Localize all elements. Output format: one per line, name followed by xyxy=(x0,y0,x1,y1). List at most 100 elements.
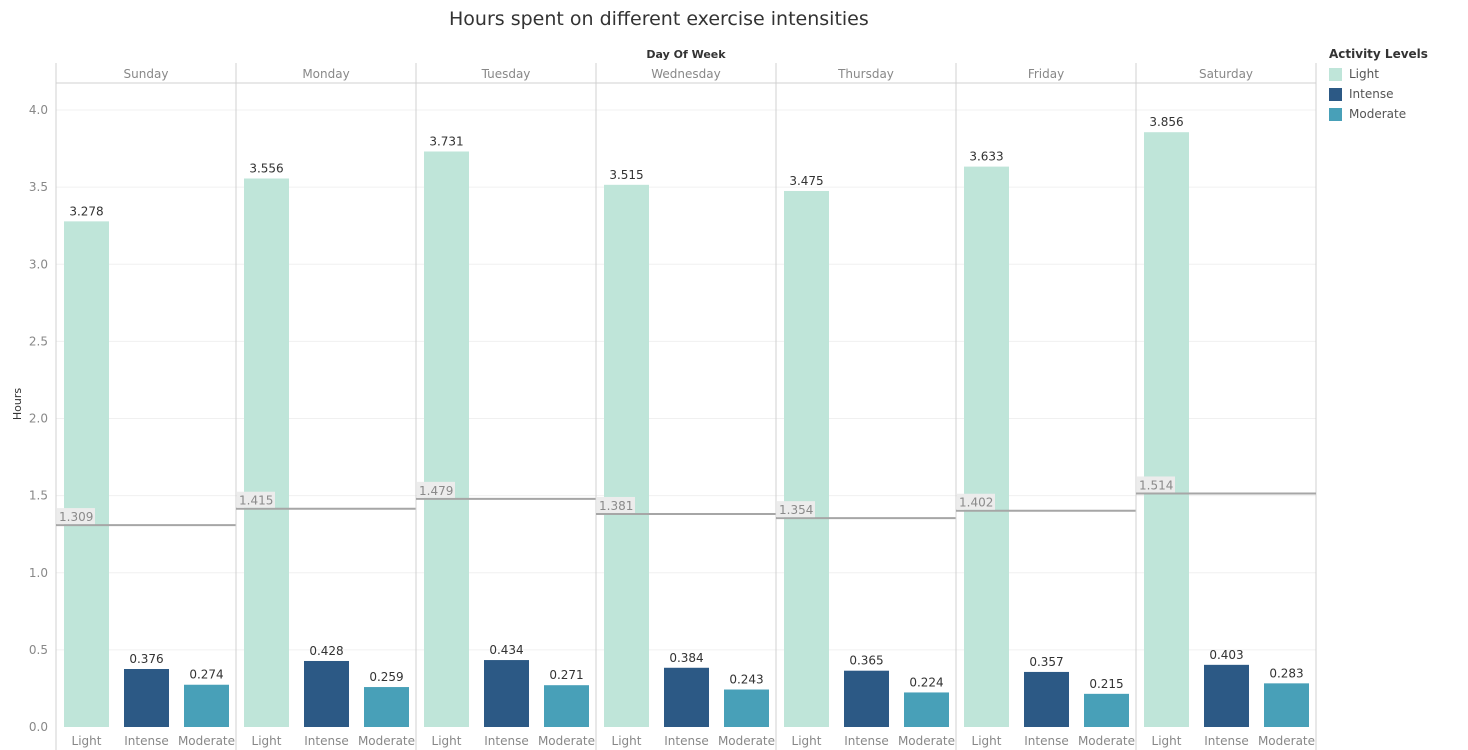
data-label: 0.283 xyxy=(1269,666,1303,680)
bar xyxy=(64,221,109,727)
x-tick-label: Light xyxy=(432,734,462,748)
reference-label: 1.415 xyxy=(239,494,273,508)
day-header: Sunday xyxy=(124,67,169,81)
data-label: 0.365 xyxy=(849,654,883,668)
data-label: 3.515 xyxy=(609,168,643,182)
bar xyxy=(1204,664,1249,727)
bar xyxy=(1084,693,1129,727)
bar xyxy=(1264,683,1309,727)
x-tick-label: Intense xyxy=(1024,734,1068,748)
x-tick-label: Moderate xyxy=(1258,734,1315,748)
data-label: 0.259 xyxy=(369,670,403,684)
bar xyxy=(124,669,169,727)
y-tick-label: 2.0 xyxy=(29,412,48,426)
legend-title: Activity Levels xyxy=(1329,47,1428,61)
day-header: Friday xyxy=(1028,67,1064,81)
y-tick-label: 0.5 xyxy=(29,643,48,657)
data-label: 3.731 xyxy=(429,134,463,148)
y-tick-label: 4.0 xyxy=(29,103,48,117)
x-tick-label: Light xyxy=(792,734,822,748)
data-label: 0.224 xyxy=(909,675,943,689)
legend-item-moderate[interactable]: Moderate xyxy=(1329,104,1428,124)
bar xyxy=(544,685,589,727)
data-label: 3.556 xyxy=(249,161,283,175)
legend-swatch-intense xyxy=(1329,87,1342,101)
bar xyxy=(904,692,949,727)
x-tick-label: Light xyxy=(72,734,102,748)
y-tick-label: 3.0 xyxy=(29,257,48,271)
legend-label-moderate: Moderate xyxy=(1349,107,1407,121)
reference-label: 1.514 xyxy=(1139,478,1173,492)
data-label: 0.428 xyxy=(309,644,343,658)
reference-label: 1.309 xyxy=(59,510,93,524)
reference-label: 1.354 xyxy=(779,503,813,517)
bar xyxy=(424,151,469,727)
data-label: 0.384 xyxy=(669,651,703,665)
y-axis-title: Hours xyxy=(11,388,24,420)
data-label: 0.274 xyxy=(189,668,223,682)
data-label: 0.357 xyxy=(1029,655,1063,669)
x-tick-label: Intense xyxy=(1204,734,1248,748)
bar xyxy=(844,670,889,727)
day-header: Monday xyxy=(302,67,349,81)
day-header: Tuesday xyxy=(481,67,531,81)
day-header: Thursday xyxy=(837,67,894,81)
x-tick-label: Light xyxy=(1152,734,1182,748)
data-label: 0.403 xyxy=(1209,648,1243,662)
data-label: 0.434 xyxy=(489,643,523,657)
x-tick-label: Intense xyxy=(844,734,888,748)
reference-label-bg xyxy=(57,508,95,525)
column-header: Day Of Week xyxy=(646,48,726,61)
reference-label-bg xyxy=(597,496,635,513)
y-tick-label: 0.0 xyxy=(29,720,48,734)
bar xyxy=(964,166,1009,728)
legend-swatch-light xyxy=(1329,67,1342,81)
x-tick-label: Light xyxy=(252,734,282,748)
data-label: 0.215 xyxy=(1089,677,1123,691)
bar xyxy=(1144,132,1189,727)
day-header: Saturday xyxy=(1199,67,1253,81)
reference-label: 1.402 xyxy=(959,496,993,510)
data-label: 0.376 xyxy=(129,652,163,666)
reference-label: 1.381 xyxy=(599,499,633,513)
bar xyxy=(664,667,709,727)
reference-label-bg xyxy=(1137,476,1175,493)
x-tick-label: Moderate xyxy=(718,734,775,748)
reference-label-bg xyxy=(777,501,815,518)
x-tick-label: Light xyxy=(972,734,1002,748)
y-tick-label: 2.5 xyxy=(29,334,48,348)
bar xyxy=(1024,671,1069,727)
legend-label-light: Light xyxy=(1349,67,1379,81)
reference-label-bg xyxy=(417,481,455,498)
y-tick-label: 3.5 xyxy=(29,180,48,194)
x-tick-label: Light xyxy=(612,734,642,748)
reference-label: 1.479 xyxy=(419,484,453,498)
chart-title: Hours spent on different exercise intens… xyxy=(449,8,869,30)
y-tick-label: 1.0 xyxy=(29,566,48,580)
data-label: 3.278 xyxy=(69,204,103,218)
legend: Activity Levels Light Intense Moderate xyxy=(1329,47,1428,124)
legend-swatch-moderate xyxy=(1329,107,1342,121)
bar xyxy=(604,184,649,727)
bar xyxy=(484,660,529,727)
data-label: 3.633 xyxy=(969,150,1003,164)
x-tick-label: Moderate xyxy=(178,734,235,748)
x-tick-label: Intense xyxy=(124,734,168,748)
x-tick-label: Intense xyxy=(484,734,528,748)
reference-label-bg xyxy=(237,491,275,508)
x-tick-label: Intense xyxy=(664,734,708,748)
reference-label-bg xyxy=(957,493,995,510)
bar xyxy=(784,190,829,727)
data-label: 3.475 xyxy=(789,174,823,188)
legend-item-light[interactable]: Light xyxy=(1329,64,1428,84)
day-header: Wednesday xyxy=(651,67,720,81)
x-tick-label: Moderate xyxy=(1078,734,1135,748)
legend-label-intense: Intense xyxy=(1349,87,1394,101)
data-label: 0.271 xyxy=(549,668,583,682)
x-tick-label: Moderate xyxy=(358,734,415,748)
bar xyxy=(724,689,769,727)
legend-item-intense[interactable]: Intense xyxy=(1329,84,1428,104)
y-tick-label: 1.5 xyxy=(29,489,48,503)
bar xyxy=(364,687,409,727)
